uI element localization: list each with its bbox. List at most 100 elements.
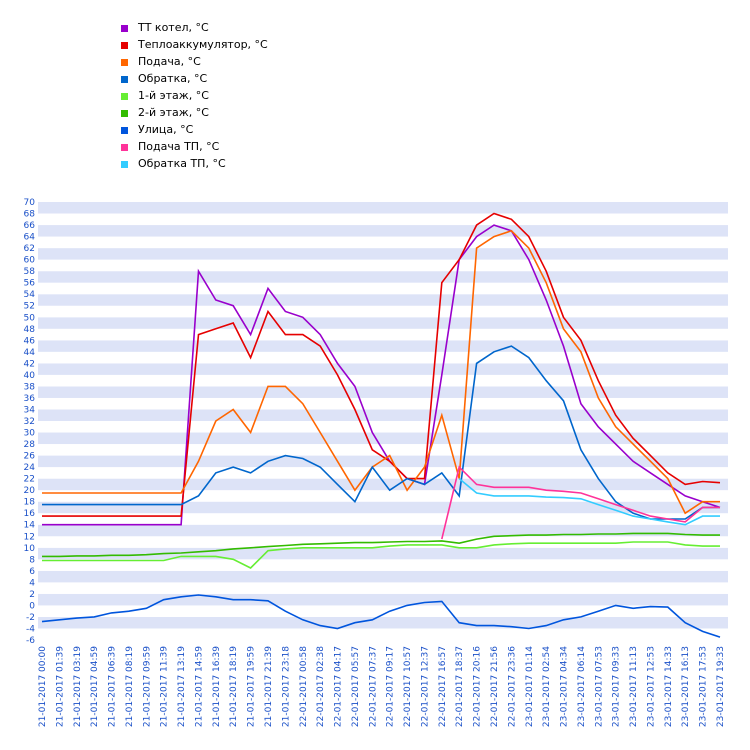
x-tick-label: 22-01-2017 09:17: [386, 646, 396, 727]
x-tick-label: 21-01-2017 03:19: [73, 646, 83, 727]
grid-band: [38, 213, 728, 226]
x-tick-label: 22-01-2017 00:58: [299, 646, 309, 727]
series-line: [441, 465, 720, 540]
legend-marker: [121, 144, 128, 151]
legend-marker: [121, 161, 128, 168]
x-tick-label: 23-01-2017 14:33: [664, 646, 674, 727]
grid-band: [38, 559, 728, 571]
x-tick-label: 21-01-2017 21:39: [264, 646, 274, 727]
legend-marker: [121, 127, 128, 134]
legend-label: 2-й этаж, °С: [138, 106, 209, 119]
series-line: [42, 212, 721, 517]
series-line: [42, 229, 720, 515]
series-line: [42, 541, 720, 569]
legend-marker: [121, 42, 128, 49]
x-tick-label: 21-01-2017 14:59: [194, 646, 204, 727]
y-tick-label: 64: [24, 233, 36, 243]
y-tick-label: 54: [24, 290, 36, 300]
y-tick-label: 10: [24, 544, 36, 554]
x-tick-label: 22-01-2017 18:37: [455, 646, 465, 727]
grid-band: [38, 259, 728, 272]
legend-label: Улица, °С: [138, 123, 194, 136]
x-tick-label: 22-01-2017 20:16: [473, 646, 483, 727]
y-tick-label: 34: [24, 405, 36, 415]
x-tick-label: 21-01-2017 06:39: [108, 646, 118, 727]
grid-band: [38, 570, 728, 583]
legend-label: Теплоаккумулятор, °С: [137, 38, 268, 51]
grid-band: [38, 271, 728, 283]
y-tick-label: 56: [24, 279, 36, 289]
x-tick-label: 21-01-2017 09:59: [142, 646, 152, 727]
series-line: [42, 224, 721, 526]
grid-band: [38, 524, 728, 537]
x-tick-label: 21-01-2017 23:18: [281, 646, 291, 727]
x-tick-label: 23-01-2017 02:54: [542, 646, 552, 727]
y-tick-label: 58: [24, 267, 36, 277]
legend-marker: [121, 76, 128, 83]
y-tick-label: 52: [24, 302, 35, 312]
y-tick-label: 30: [24, 429, 36, 439]
grid-band: [38, 236, 728, 249]
x-tick-label: 23-01-2017 11:13: [629, 646, 639, 727]
x-tick-label: 22-01-2017 07:37: [368, 646, 378, 727]
series-line: [42, 345, 720, 520]
x-tick-label: 22-01-2017 10:57: [403, 646, 413, 727]
x-tick-label: 21-01-2017 00:00: [38, 646, 48, 727]
legend-label: 1-й этаж, °С: [138, 89, 209, 102]
x-tick-label: 23-01-2017 09:33: [612, 646, 622, 727]
y-tick-label: 20: [24, 486, 36, 496]
x-tick-label: 22-01-2017 12:37: [420, 646, 430, 727]
grid-band: [38, 351, 728, 364]
y-tick-label: 36: [24, 394, 36, 404]
legend-label: Подача ТП, °С: [138, 140, 220, 153]
grid-band: [38, 374, 728, 387]
grid-band: [38, 317, 728, 329]
grid-band: [38, 593, 728, 606]
x-tick-label: 23-01-2017 12:53: [646, 646, 656, 727]
y-tick-label: 12: [24, 532, 35, 542]
y-tick-label: 4: [29, 578, 35, 588]
grid-band: [38, 294, 728, 306]
y-tick-label: 44: [24, 348, 36, 358]
x-tick-label: 21-01-2017 19:59: [247, 646, 257, 727]
x-tick-label: 23-01-2017 04:34: [560, 646, 570, 727]
x-tick-label: 23-01-2017 17:53: [699, 646, 709, 727]
y-tick-label: -2: [26, 613, 35, 623]
series-line: [42, 532, 720, 558]
grid-band: [38, 513, 728, 525]
y-tick-label: 60: [24, 256, 36, 266]
x-tick-label: 21-01-2017 11:39: [160, 646, 170, 727]
y-tick-label: 6: [29, 567, 35, 577]
y-tick-label: 28: [24, 440, 36, 450]
y-tick-label: 8: [29, 555, 35, 565]
grid-band: [38, 467, 728, 479]
grid-band: [38, 397, 728, 410]
y-tick-label: 16: [24, 509, 36, 519]
grid-band: [38, 628, 728, 640]
grid-band: [38, 248, 728, 260]
x-tick-label: 21-01-2017 18:19: [229, 646, 239, 727]
grid-band: [38, 605, 728, 617]
y-tick-label: 66: [24, 221, 36, 231]
grid-band: [38, 363, 728, 375]
legend-marker: [121, 25, 128, 32]
legend-marker: [121, 110, 128, 117]
grid-band: [38, 490, 728, 502]
y-tick-label: 14: [24, 521, 36, 531]
grid-band: [38, 547, 728, 560]
y-tick-label: 32: [24, 417, 35, 427]
x-tick-label: 22-01-2017 16:57: [438, 646, 448, 727]
grid-band: [38, 386, 728, 398]
x-tick-label: 22-01-2017 21:56: [490, 646, 500, 727]
y-tick-label: 46: [24, 336, 36, 346]
grid-band: [38, 202, 728, 214]
grid-band: [38, 478, 728, 491]
y-tick-label: 62: [24, 244, 35, 254]
grid-band: [38, 340, 728, 352]
x-tick-label: 22-01-2017 23:36: [507, 646, 517, 727]
y-tick-label: 22: [24, 475, 35, 485]
x-tick-label: 21-01-2017 13:19: [177, 646, 187, 727]
x-tick-label: 22-01-2017 04:17: [334, 646, 344, 727]
y-tick-label: 0: [29, 601, 35, 611]
